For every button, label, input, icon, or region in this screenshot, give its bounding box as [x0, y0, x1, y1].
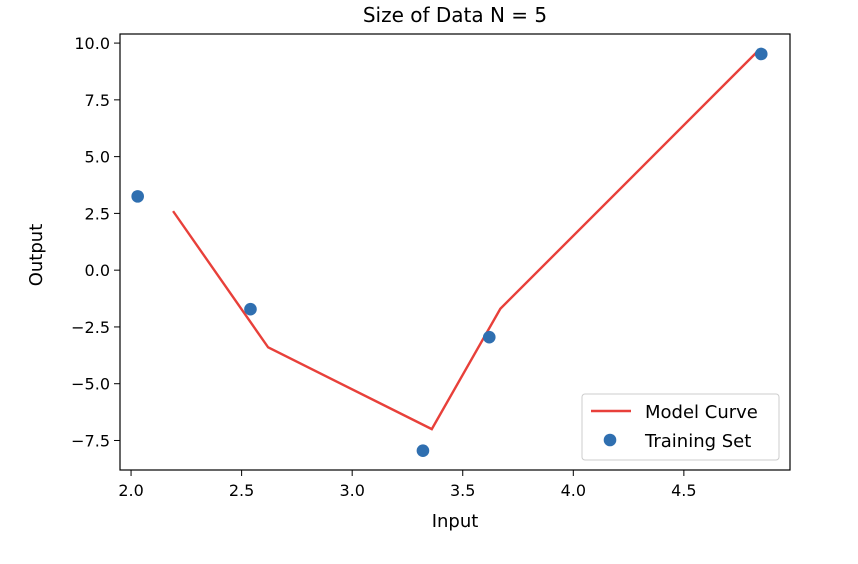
x-tick-label: 3.5	[450, 481, 475, 500]
y-tick-label: −2.5	[71, 318, 110, 337]
y-axis-label: Output	[26, 224, 47, 287]
x-tick-label: 4.5	[671, 481, 696, 500]
y-axis-ticks: 10.0 7.5 5.0 2.5 0.0 −2.5 −5.0 −7.5	[71, 34, 120, 450]
y-tick-label: −5.0	[71, 375, 110, 394]
x-tick-label: 4.0	[561, 481, 586, 500]
legend-training-set-swatch	[603, 433, 617, 447]
y-tick-label: −7.5	[71, 431, 110, 450]
y-tick-label: 5.0	[85, 148, 110, 167]
x-axis-ticks: 2.0 2.5 3.0 3.5 4.0 4.5	[118, 470, 697, 500]
legend-frame	[581, 393, 780, 461]
series-layer	[131, 47, 768, 457]
model-curve-line	[172, 49, 760, 431]
y-tick-label: 10.0	[74, 34, 110, 53]
y-tick-label: 7.5	[85, 91, 110, 110]
training-set-point	[482, 330, 496, 344]
y-tick-label: 2.5	[85, 204, 110, 223]
x-tick-label: 3.0	[339, 481, 364, 500]
training-set-point	[244, 302, 257, 316]
legend-training-set-label: Training Set	[644, 431, 751, 452]
x-tick-label: 2.5	[229, 481, 254, 500]
training-set-point	[416, 444, 430, 457]
training-set-point	[754, 47, 768, 61]
legend: Model Curve Training Set	[581, 393, 780, 461]
plot-area-frame	[119, 33, 791, 471]
training-set-point	[131, 190, 144, 203]
x-axis-label: Input	[432, 511, 479, 532]
y-tick-label: 0.0	[85, 261, 110, 280]
x-tick-label: 2.0	[118, 481, 143, 500]
legend-model-curve-label: Model Curve	[645, 402, 758, 423]
chart-title: Size of Data N = 5	[363, 3, 547, 27]
